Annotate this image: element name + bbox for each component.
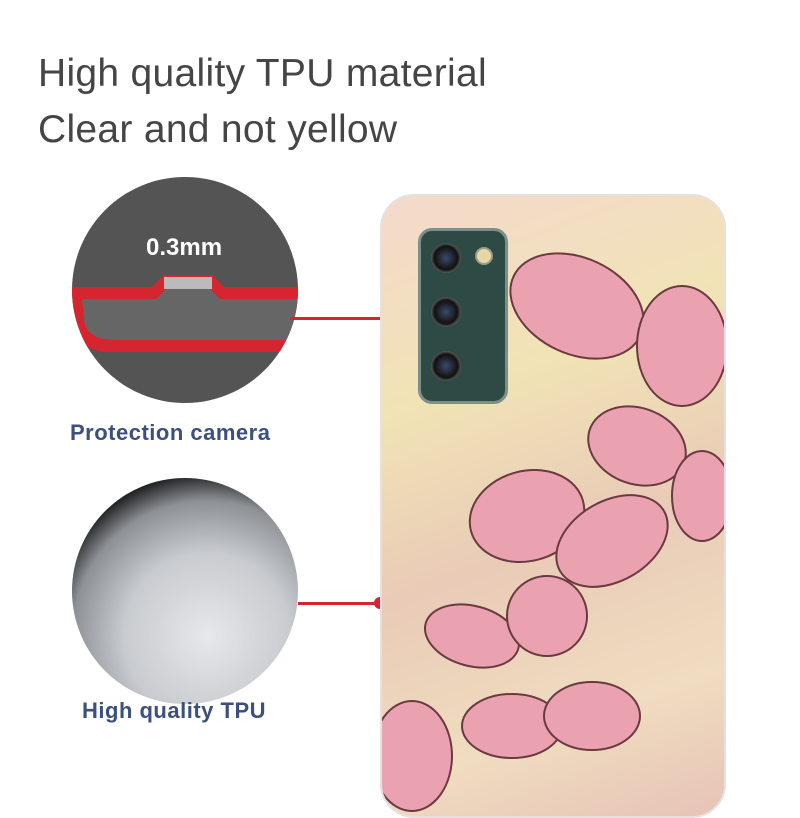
tpu-material-closeup bbox=[72, 478, 298, 704]
caption-protection-camera: Protection camera bbox=[70, 420, 271, 445]
case-lip-illustration bbox=[72, 275, 298, 352]
phone-case bbox=[380, 194, 726, 818]
caption-high-quality-tpu: High quality TPU bbox=[82, 698, 266, 723]
camera-lens-icon bbox=[431, 297, 461, 327]
camera-lens-icon bbox=[431, 351, 461, 381]
flash-icon bbox=[475, 247, 493, 265]
callout-line-camera bbox=[290, 317, 422, 320]
thickness-label: 0.3mm bbox=[146, 234, 223, 261]
camera-protection-closeup: 0.3mm bbox=[72, 177, 298, 403]
camera-lens-icon bbox=[431, 243, 461, 273]
headline-line-1: High quality TPU material bbox=[38, 52, 487, 95]
butterfly-pattern bbox=[382, 252, 724, 812]
callout-line-tpu bbox=[298, 602, 380, 605]
headline-line-2: Clear and not yellow bbox=[38, 108, 398, 151]
camera-module bbox=[418, 228, 508, 404]
